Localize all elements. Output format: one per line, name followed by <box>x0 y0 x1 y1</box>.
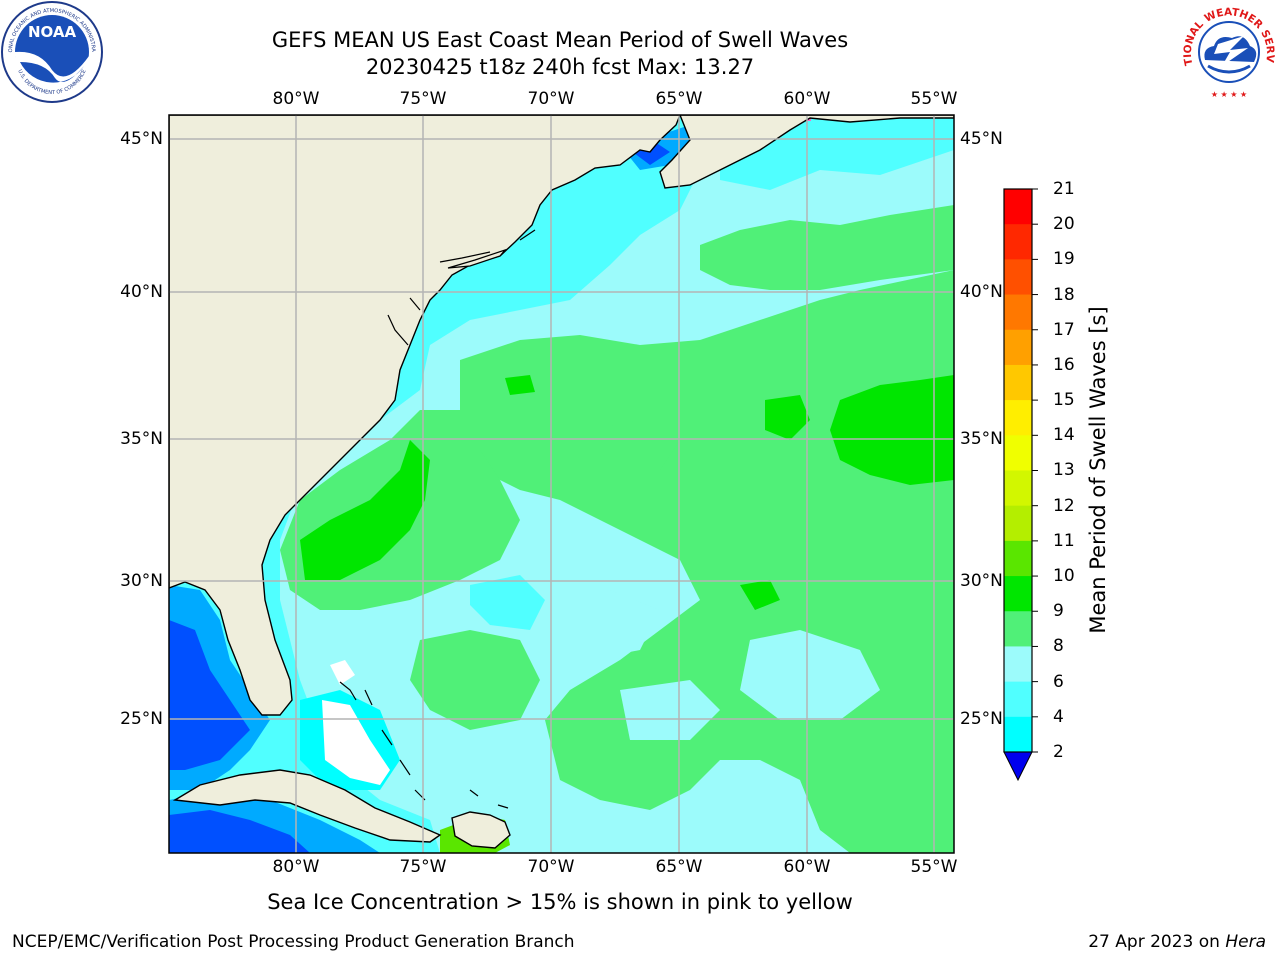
lon-tick-top: 65°W <box>655 89 703 109</box>
colorbar-label: 9 <box>1053 601 1064 621</box>
colorbar-box <box>1004 681 1032 718</box>
colorbar-box <box>1004 329 1032 366</box>
colorbar-title: Mean Period of Swell Waves [s] <box>1086 306 1110 634</box>
lon-tick-top: 60°W <box>783 89 831 109</box>
colorbar <box>1004 189 1032 753</box>
lon-tick-top: 75°W <box>399 89 447 109</box>
lat-tick-right: 40°N <box>960 282 1003 302</box>
footer-host: Hera <box>1225 932 1266 952</box>
colorbar-label: 10 <box>1053 566 1075 586</box>
colorbar-box <box>1004 646 1032 683</box>
lat-tick-left: 30°N <box>120 571 163 591</box>
colorbar-box <box>1004 435 1032 471</box>
colorbar-box <box>1004 470 1032 507</box>
colorbar-label: 17 <box>1053 320 1075 340</box>
lat-tick-left: 45°N <box>120 129 163 149</box>
footer-date: 27 Apr 2023 on Hera <box>1088 932 1266 952</box>
lon-tick-top: 55°W <box>910 89 958 109</box>
lat-tick-right: 25°N <box>960 709 1003 729</box>
colorbar-label: 13 <box>1053 460 1075 480</box>
lon-tick-bottom: 55°W <box>910 857 958 877</box>
colorbar-box <box>1004 259 1032 296</box>
colorbar-label: 6 <box>1053 672 1064 692</box>
map-title: GEFS MEAN US East Coast Mean Period of S… <box>271 28 849 52</box>
colorbar-label: 14 <box>1053 425 1075 445</box>
colorbar-box <box>1004 716 1032 753</box>
lon-tick-bottom: 75°W <box>399 857 447 877</box>
colorbar-label: 4 <box>1053 707 1064 727</box>
colorbar-under-triangle <box>1003 751 1033 782</box>
colorbar-label: 15 <box>1053 390 1075 410</box>
graticule <box>169 115 954 853</box>
nws-logo: NATIONAL WEATHER SERVICE ★ ★ ★ ★ <box>1178 0 1276 99</box>
colorbar-label: 21 <box>1053 179 1075 199</box>
colorbar-label: 8 <box>1053 636 1064 656</box>
lat-tick-left: 35°N <box>120 429 163 449</box>
map-subtitle: 20230425 t18z 240h fcst Max: 13.27 <box>365 55 755 79</box>
colorbar-label: 18 <box>1053 285 1075 305</box>
lon-tick-bottom: 70°W <box>527 857 575 877</box>
colorbar-box <box>1004 364 1032 401</box>
noaa-logo-text: NOAA <box>28 23 77 41</box>
lat-tick-left: 25°N <box>120 709 163 729</box>
lat-tick-right: 35°N <box>960 429 1003 449</box>
footer-date-text: 27 Apr 2023 on <box>1088 932 1226 952</box>
colorbar-box <box>1004 224 1032 260</box>
colorbar-label: 19 <box>1053 249 1075 269</box>
colorbar-box <box>1004 505 1032 542</box>
colorbar-label: 12 <box>1053 496 1075 516</box>
lon-tick-bottom: 80°W <box>272 857 320 877</box>
colorbar-label: 16 <box>1053 355 1075 375</box>
sea-ice-caption: Sea Ice Concentration > 15% is shown in … <box>267 890 853 914</box>
lat-tick-right: 30°N <box>960 571 1003 591</box>
colorbar-box <box>1004 611 1032 647</box>
noaa-logo: NOAA NATIONAL OCEANIC AND ATMOSPHERIC AD… <box>0 0 103 103</box>
lat-tick-left: 40°N <box>120 282 163 302</box>
lon-tick-top: 70°W <box>527 89 575 109</box>
lon-tick-bottom: 65°W <box>655 857 703 877</box>
lat-tick-right: 45°N <box>960 129 1003 149</box>
colorbar-box <box>1004 294 1032 331</box>
footer-credit: NCEP/EMC/Verification Post Processing Pr… <box>12 932 575 952</box>
colorbar-label: 2 <box>1053 742 1064 762</box>
colorbar-box <box>1004 400 1032 436</box>
swell-period-field <box>169 115 954 853</box>
map-frame <box>168 114 955 854</box>
colorbar-box <box>1004 576 1032 612</box>
lon-tick-bottom: 60°W <box>783 857 831 877</box>
colorbar-label: 20 <box>1053 214 1075 234</box>
lon-tick-top: 80°W <box>272 89 320 109</box>
svg-text:★ ★ ★ ★: ★ ★ ★ ★ <box>1211 90 1247 99</box>
colorbar-box <box>1004 189 1032 225</box>
colorbar-label: 11 <box>1053 531 1075 551</box>
colorbar-box <box>1004 540 1032 577</box>
